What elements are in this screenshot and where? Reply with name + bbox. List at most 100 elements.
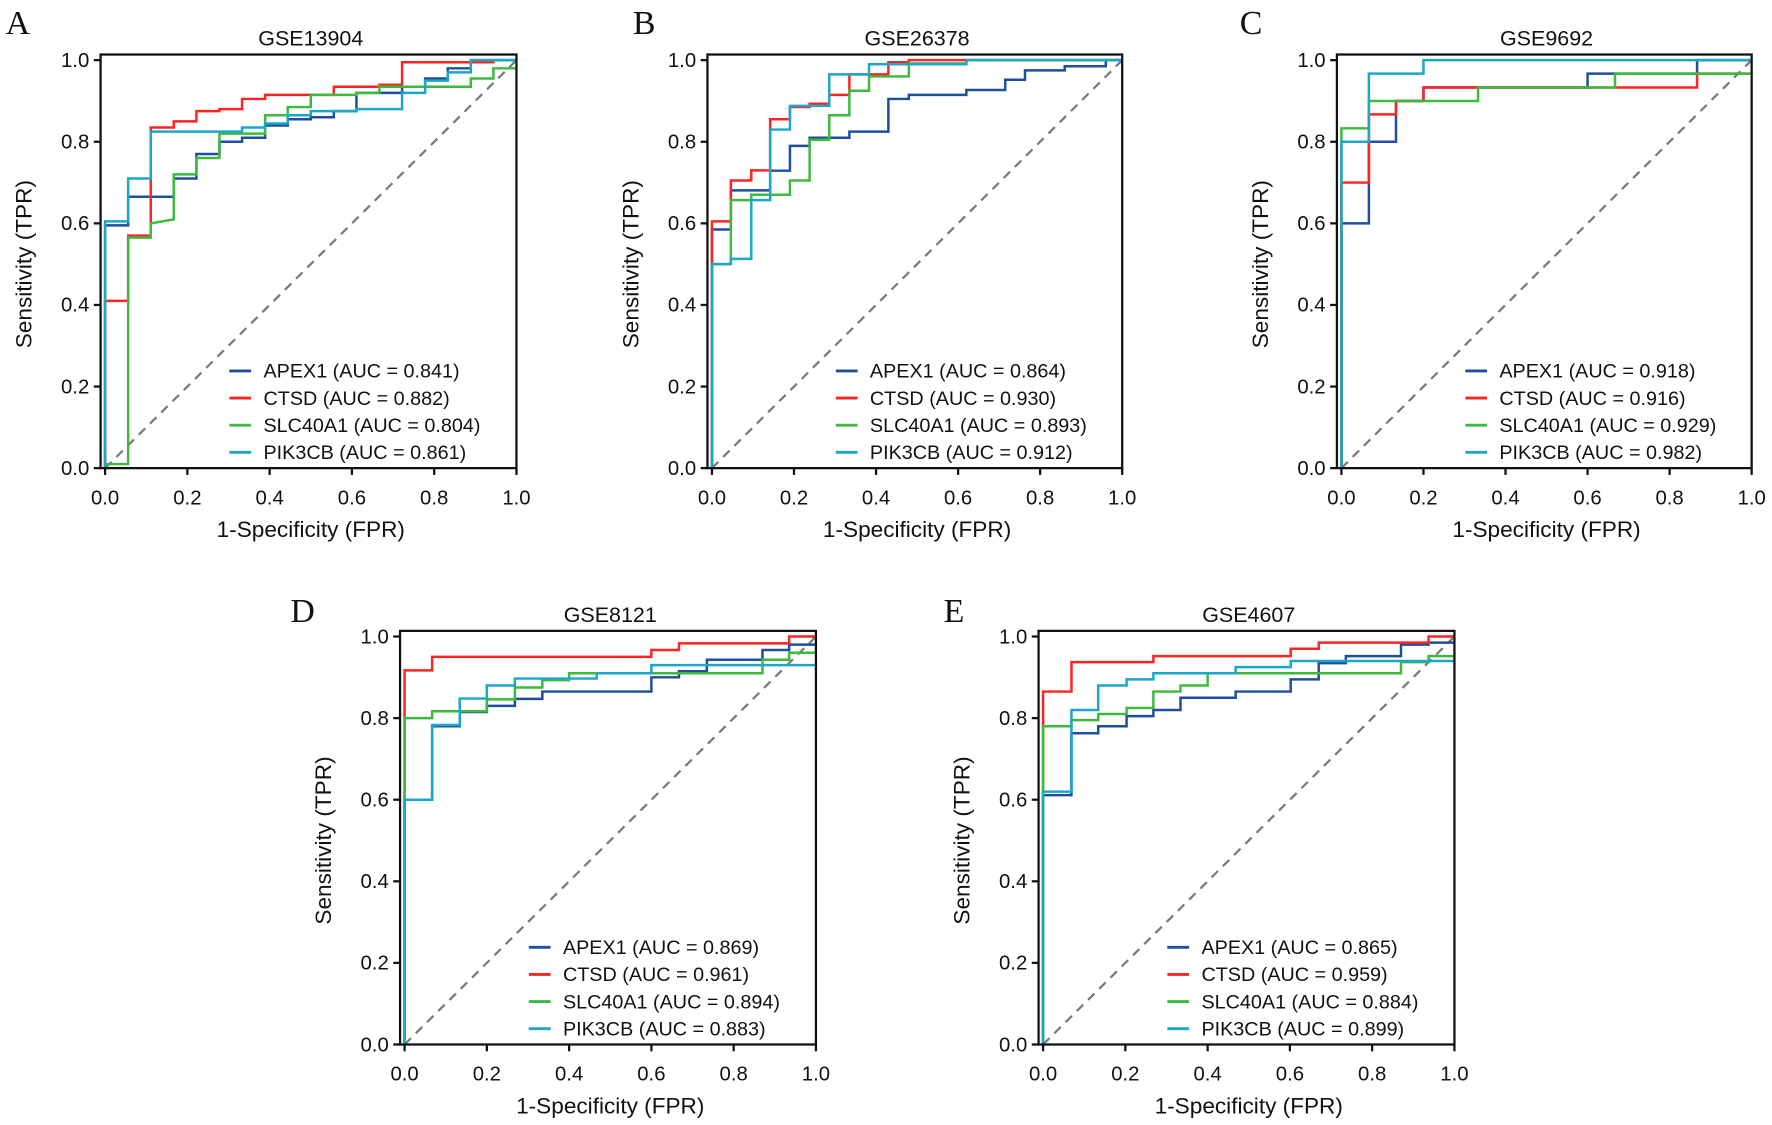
- legend-label: APEX1 (AUC = 0.864): [870, 361, 1066, 383]
- legend-label: APEX1 (AUC = 0.918): [1499, 361, 1695, 383]
- x-tick-label: 0.2: [173, 487, 201, 509]
- x-tick-label: 0.6: [944, 487, 972, 509]
- legend-label: SLC40A1 (AUC = 0.884): [1201, 991, 1418, 1013]
- x-tick-label: 0.4: [256, 487, 284, 509]
- legend-label: APEX1 (AUC = 0.865): [1201, 937, 1397, 959]
- roc-curve-slc40a1: [1340, 72, 1752, 469]
- legend-label: SLC40A1 (AUC = 0.804): [263, 415, 480, 437]
- legend-label: PIK3CB (AUC = 0.861): [263, 442, 466, 464]
- roc-curve-pik3cb: [710, 58, 1123, 469]
- x-axis-title: 1-Specificity (FPR): [516, 1093, 704, 1118]
- legend-label: SLC40A1 (AUC = 0.893): [870, 415, 1087, 437]
- roc-curve-pik3cb: [403, 663, 816, 1045]
- legend-label: PIK3CB (AUC = 0.982): [1499, 442, 1702, 464]
- y-tick-label: 0.4: [1297, 295, 1325, 317]
- y-tick-label: 0.4: [668, 295, 696, 317]
- x-tick-label: 1.0: [502, 487, 530, 509]
- x-axis-title: 1-Specificity (FPR): [217, 517, 405, 542]
- roc-curve-apex1: [403, 643, 816, 1045]
- y-tick-label: 0.0: [61, 458, 89, 480]
- y-tick-label: 0.0: [999, 1034, 1027, 1056]
- x-tick-label: 0.6: [338, 487, 366, 509]
- y-tick-label: 0.8: [61, 132, 89, 154]
- roc-panel-d: D GSE8121 0.0 0.2 0.4 0.6 0.8 1.0 0.0 0.2 0.4 0.6 0.…: [290, 593, 830, 1119]
- x-tick-label: 0.0: [1327, 487, 1355, 509]
- y-tick-label: 0.2: [668, 376, 696, 398]
- roc-curve-apex1: [1041, 641, 1455, 1045]
- reference-diagonal-line: [711, 59, 1123, 469]
- y-tick-label: 0.6: [668, 213, 696, 235]
- chart-title: GSE9692: [1500, 26, 1593, 50]
- y-tick-label: 0.2: [360, 953, 388, 975]
- reference-diagonal-line: [1042, 635, 1456, 1046]
- y-tick-label: 1.0: [360, 626, 388, 648]
- x-tick-label: 0.2: [473, 1064, 501, 1086]
- legend-label: APEX1 (AUC = 0.841): [263, 361, 459, 383]
- roc-curve-slc40a1: [710, 58, 1123, 469]
- y-tick-label: 0.8: [360, 708, 388, 730]
- panel-letter: B: [633, 5, 656, 42]
- x-tick-label: 0.4: [555, 1064, 583, 1086]
- plot-frame: [398, 629, 818, 1046]
- y-tick-label: 0.8: [1297, 132, 1325, 154]
- x-tick-label: 0.0: [1029, 1064, 1057, 1086]
- y-tick-label: 0.4: [61, 295, 89, 317]
- legend: APEX1 (AUC = 0.865) CTSD (AUC = 0.959) SLC…: [1167, 937, 1418, 1040]
- x-tick-label: 0.8: [720, 1064, 748, 1086]
- x-tick-label: 1.0: [1440, 1064, 1468, 1086]
- x-tick-label: 0.0: [91, 487, 119, 509]
- y-tick-label: 1.0: [999, 626, 1027, 648]
- roc-curve-slc40a1: [1041, 654, 1455, 1045]
- chart-title: GSE26378: [865, 26, 970, 50]
- roc-curve-pik3cb: [103, 58, 517, 469]
- chart-title: GSE4607: [1202, 603, 1295, 627]
- y-tick-label: 0.6: [999, 789, 1027, 811]
- y-tick-label: 0.2: [61, 376, 89, 398]
- panel-letter: C: [1240, 5, 1263, 42]
- y-tick-label: 0.2: [1297, 376, 1325, 398]
- panel-letter: D: [290, 593, 314, 630]
- panel-letter: E: [944, 593, 965, 630]
- y-tick-label: 0.6: [360, 789, 388, 811]
- x-tick-label: 0.8: [1026, 487, 1054, 509]
- x-tick-label: 0.2: [1111, 1064, 1139, 1086]
- y-tick-label: 0.4: [999, 871, 1027, 893]
- y-axis-title: Sensitivity (TPR): [311, 756, 336, 924]
- roc-panel-a: A GSE13904 0.0 0.2 0.4 0.6 0.8 1.0 0.0 0.2 0.4 0.6 0…: [6, 5, 531, 542]
- legend: APEX1 (AUC = 0.918) CTSD (AUC = 0.916) SLC…: [1465, 361, 1716, 464]
- x-tick-label: 1.0: [1738, 487, 1766, 509]
- x-tick-label: 0.4: [862, 487, 890, 509]
- y-axis-title: Sensitivity (TPR): [950, 756, 975, 924]
- x-tick-label: 0.4: [1193, 1064, 1221, 1086]
- legend-label: SLC40A1 (AUC = 0.894): [563, 991, 780, 1013]
- plot-frame: [1037, 629, 1456, 1046]
- legend-label: PIK3CB (AUC = 0.912): [870, 442, 1073, 464]
- roc-panel-c: C GSE9692 0.0 0.2 0.4 0.6 0.8 1.0 0.0 0.2 0.4 0.6 0.…: [1240, 5, 1766, 542]
- y-tick-label: 0.8: [668, 132, 696, 154]
- chart-title: GSE8121: [564, 603, 657, 627]
- y-tick-label: 0.8: [999, 708, 1027, 730]
- y-tick-label: 1.0: [61, 50, 89, 72]
- y-tick-label: 0.0: [668, 458, 696, 480]
- x-tick-label: 0.6: [637, 1064, 665, 1086]
- plot-frame: [99, 53, 518, 470]
- legend-label: CTSD (AUC = 0.959): [1201, 964, 1387, 986]
- x-axis-title: 1-Specificity (FPR): [823, 517, 1011, 542]
- y-tick-label: 1.0: [1297, 50, 1325, 72]
- panel-letter: A: [6, 5, 31, 42]
- legend-label: CTSD (AUC = 0.930): [870, 388, 1056, 410]
- x-axis-title: 1-Specificity (FPR): [1155, 1093, 1343, 1118]
- legend-label: PIK3CB (AUC = 0.883): [563, 1018, 766, 1040]
- x-tick-label: 0.0: [390, 1064, 418, 1086]
- reference-diagonal-line: [1340, 59, 1753, 469]
- legend: APEX1 (AUC = 0.864) CTSD (AUC = 0.930) SLC…: [835, 361, 1087, 464]
- y-tick-label: 1.0: [668, 50, 696, 72]
- legend: APEX1 (AUC = 0.841) CTSD (AUC = 0.882) SLC…: [229, 361, 480, 464]
- legend-label: CTSD (AUC = 0.916): [1499, 388, 1685, 410]
- x-tick-label: 0.6: [1276, 1064, 1304, 1086]
- legend-label: CTSD (AUC = 0.961): [563, 964, 749, 986]
- legend-label: SLC40A1 (AUC = 0.929): [1499, 415, 1716, 437]
- legend-label: PIK3CB (AUC = 0.899): [1201, 1018, 1404, 1040]
- x-tick-label: 0.8: [1358, 1064, 1386, 1086]
- y-axis-title: Sensitivity (TPR): [12, 180, 37, 348]
